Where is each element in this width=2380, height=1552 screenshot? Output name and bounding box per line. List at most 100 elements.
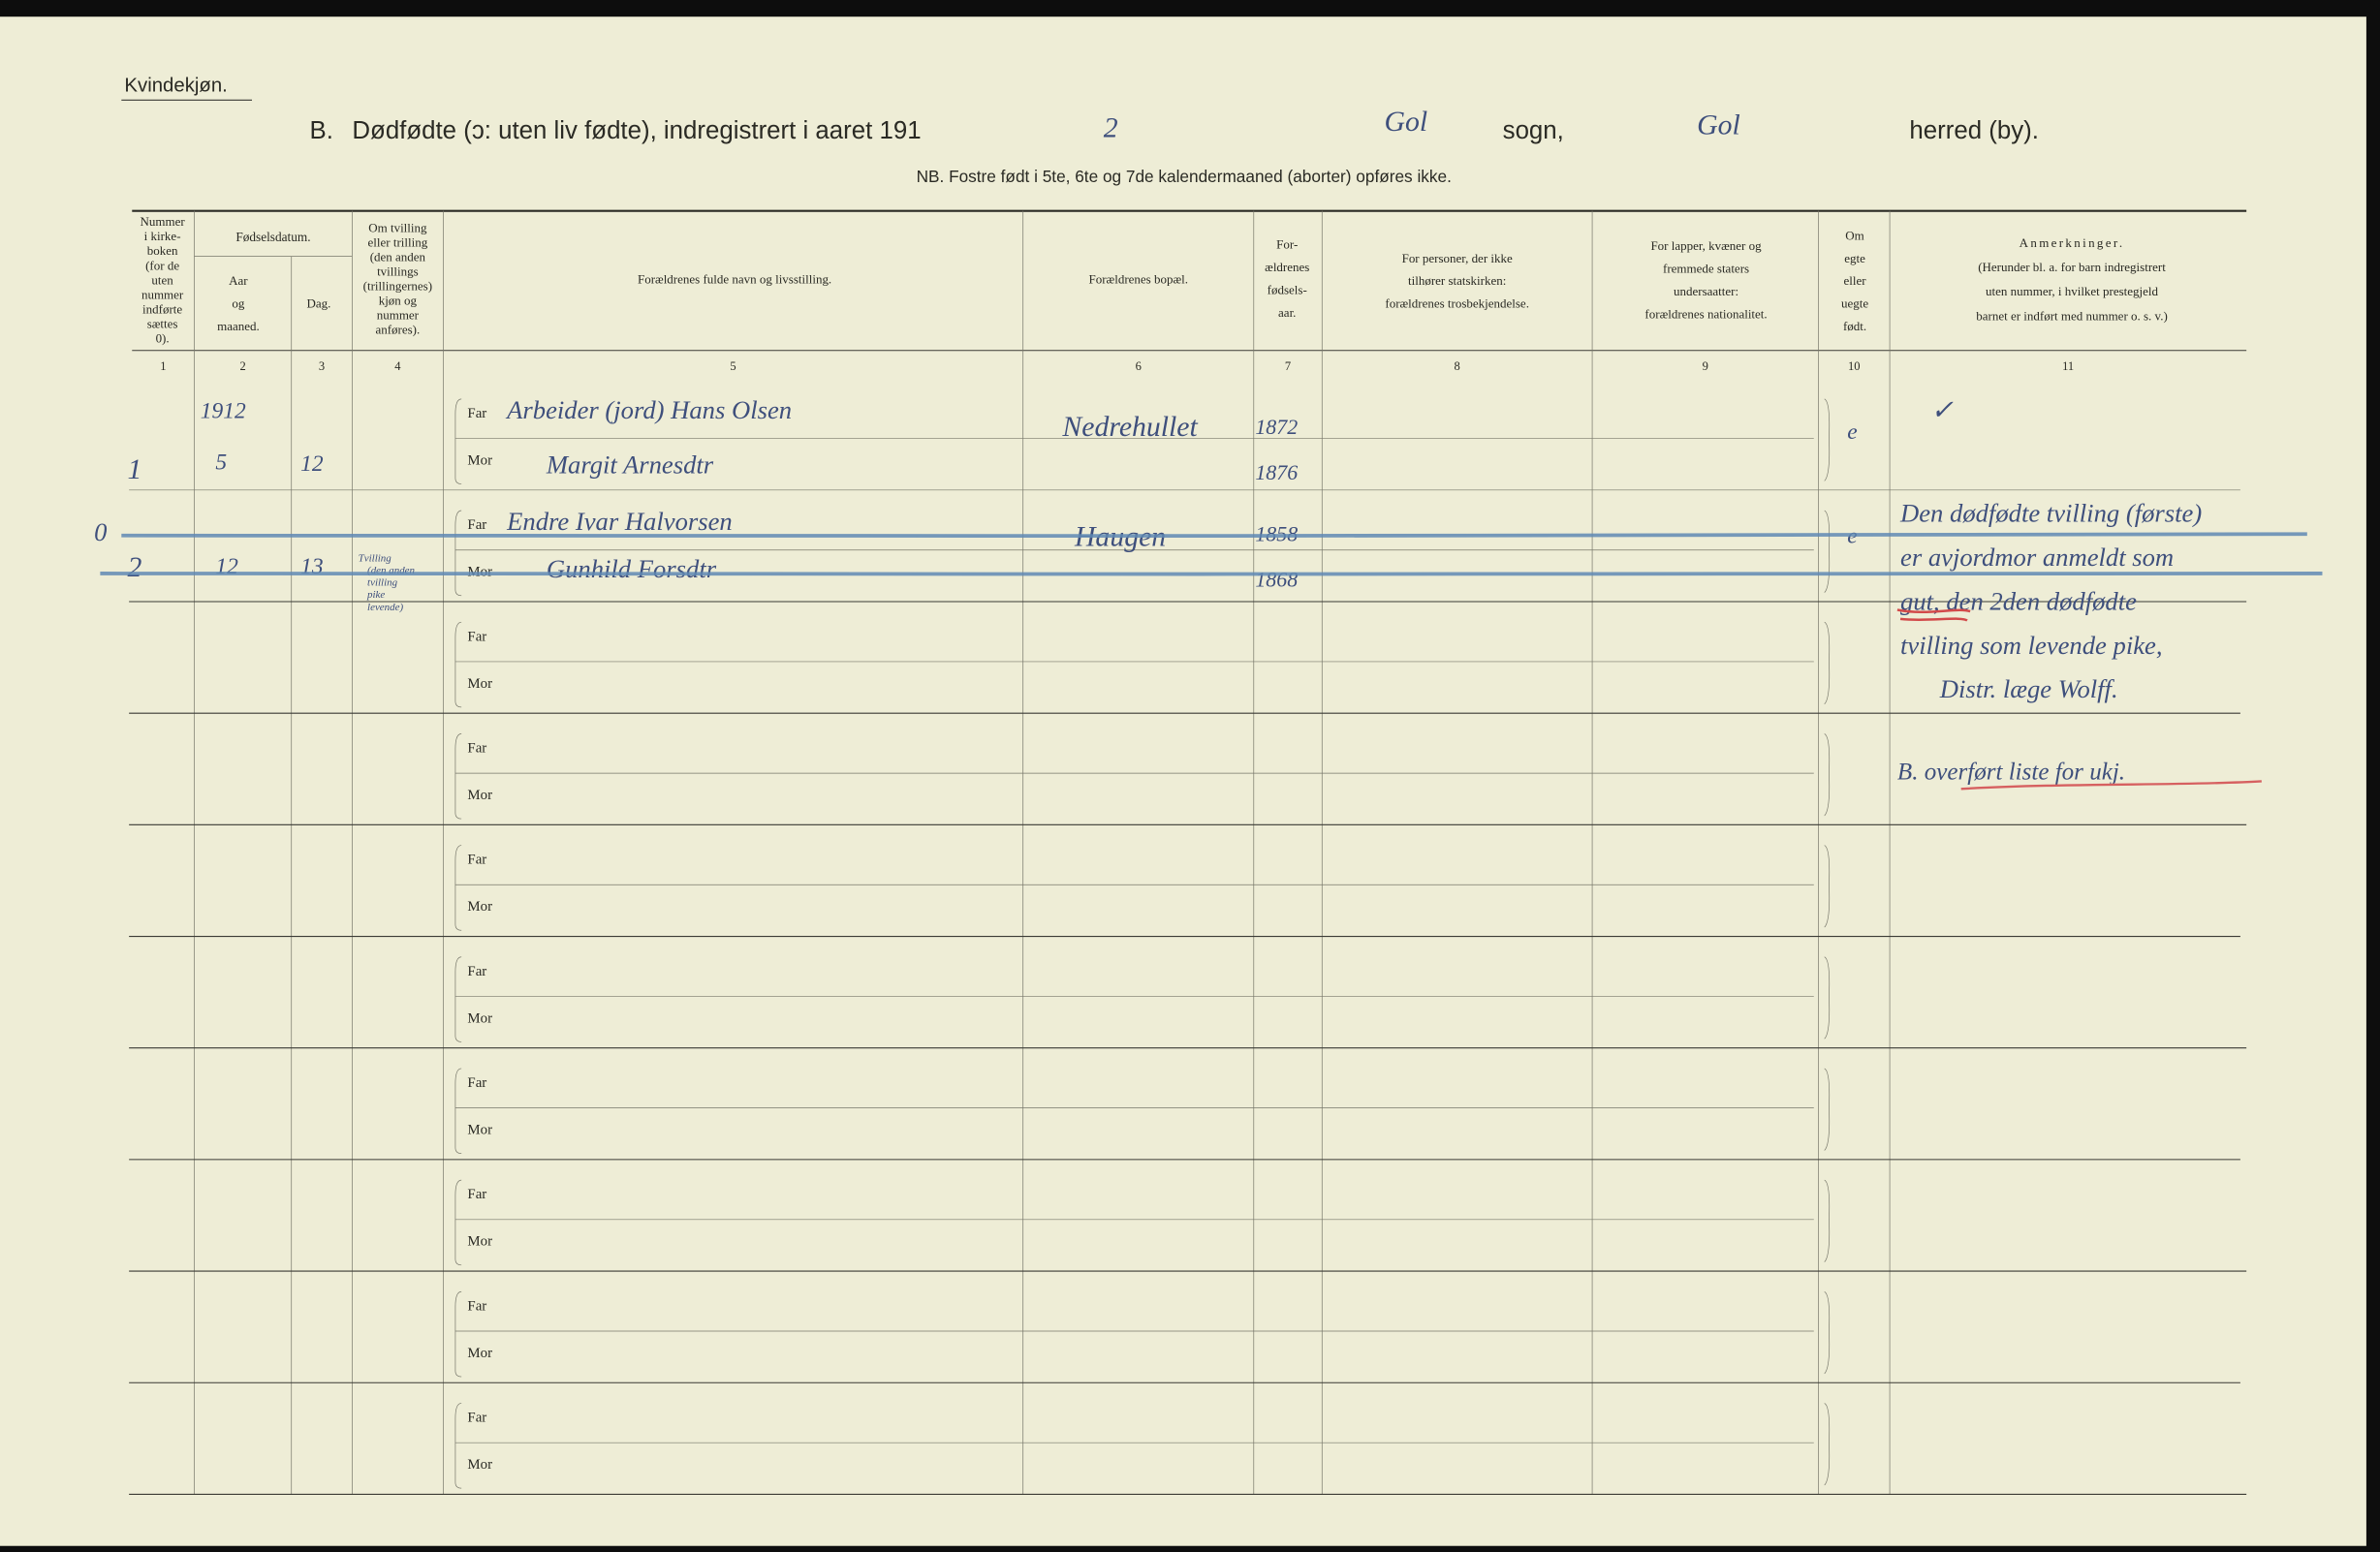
strike bbox=[121, 532, 2307, 539]
twin-note: (den anden bbox=[367, 565, 415, 576]
remark: er avjordmor anmeldt som bbox=[1900, 543, 2174, 572]
mor-label: Mor bbox=[467, 1123, 492, 1138]
twin-note: levende) bbox=[367, 602, 403, 613]
column-header: (for de bbox=[145, 258, 179, 272]
father-name: Arbeider (jord) Hans Olsen bbox=[505, 395, 792, 424]
birth-day: 13 bbox=[300, 554, 323, 579]
column-group: Fødselsdatum. bbox=[235, 230, 310, 244]
column-number: 8 bbox=[1455, 359, 1460, 373]
mother-born: 1876 bbox=[1255, 460, 1298, 484]
column-number: 5 bbox=[730, 359, 736, 373]
brace bbox=[1824, 1179, 1831, 1262]
district-label: herred (by). bbox=[1909, 117, 2039, 144]
column-header: (trillingernes) bbox=[363, 279, 432, 294]
column-header: indførte bbox=[142, 301, 182, 316]
entry-number: 2 bbox=[128, 551, 142, 583]
column-header: (Herunder bl. a. for barn indregistrert bbox=[1978, 260, 2166, 274]
column-header: forældrenes nationalitet. bbox=[1644, 307, 1767, 322]
brace bbox=[1824, 1068, 1831, 1151]
column-header: Nummer bbox=[141, 214, 186, 229]
far-label: Far bbox=[467, 629, 486, 644]
column-header: For personer, der ikke bbox=[1402, 251, 1513, 265]
column-header: forældrenes trosbekjendelse. bbox=[1385, 296, 1529, 311]
margin-mark: 0 bbox=[94, 517, 107, 546]
column-header: kjøn og bbox=[379, 294, 418, 308]
birth-day: 12 bbox=[300, 451, 324, 477]
brace bbox=[1824, 621, 1831, 705]
column-header: anføres). bbox=[375, 323, 420, 337]
birth-year: 1912 bbox=[201, 398, 246, 423]
title-prefix: B. bbox=[310, 117, 333, 144]
column-number: 10 bbox=[1848, 359, 1861, 373]
strike bbox=[100, 571, 2323, 577]
column-header: barnet er indført med nummer o. s. v.) bbox=[1976, 308, 2168, 323]
column-header: og bbox=[232, 296, 244, 311]
parish-handwritten: Gol bbox=[1384, 106, 1427, 138]
brace bbox=[454, 733, 462, 820]
twin-note: Tvilling bbox=[359, 553, 392, 565]
column-header: 0). bbox=[156, 330, 170, 345]
twin-note: pike bbox=[366, 589, 385, 601]
far-label: Far bbox=[467, 517, 486, 533]
column-number: 9 bbox=[1703, 359, 1708, 373]
column-header: boken bbox=[147, 243, 178, 258]
column-header: For lapper, kvæner og bbox=[1650, 238, 1762, 253]
father-born: 1872 bbox=[1255, 415, 1298, 439]
column-header: født. bbox=[1843, 319, 1866, 333]
mor-label: Mor bbox=[467, 1346, 492, 1361]
corner-label: Kvindekjøn. bbox=[124, 76, 227, 97]
parish-label: sogn, bbox=[1503, 117, 1564, 144]
remark-note: B. overført liste for ukj. bbox=[1897, 759, 2125, 785]
brace bbox=[1824, 510, 1831, 593]
brace bbox=[454, 1068, 462, 1154]
column-header: Aar bbox=[229, 273, 248, 288]
brace bbox=[454, 621, 462, 708]
red-underline bbox=[1896, 608, 1971, 622]
brace bbox=[1824, 733, 1831, 817]
column-header: eller bbox=[1844, 273, 1867, 288]
column-header: nummer bbox=[377, 308, 420, 323]
mor-label: Mor bbox=[467, 788, 492, 803]
column-number: 3 bbox=[319, 359, 325, 373]
mor-label: Mor bbox=[467, 1457, 492, 1473]
entry-number: 1 bbox=[128, 453, 142, 485]
column-header: Anmerkninger. bbox=[2020, 235, 2125, 250]
column-header: Dag. bbox=[306, 296, 330, 311]
column-header: egte bbox=[1844, 251, 1865, 265]
column-header: Forældrenes bopæl. bbox=[1089, 272, 1188, 287]
column-header: undersaatter: bbox=[1674, 284, 1738, 298]
column-header: (den anden bbox=[370, 250, 426, 264]
column-number: 11 bbox=[2062, 359, 2074, 373]
column-header: ældrenes bbox=[1265, 260, 1309, 274]
column-number: 1 bbox=[160, 359, 166, 373]
far-label: Far bbox=[467, 1187, 486, 1202]
remark: Distr. læge Wolff. bbox=[1939, 674, 2118, 703]
twin-note: tvilling bbox=[367, 577, 398, 589]
mother-born: 1868 bbox=[1255, 568, 1298, 592]
far-label: Far bbox=[467, 1075, 486, 1091]
brace bbox=[454, 510, 462, 597]
legitimate: e bbox=[1847, 419, 1857, 445]
remark: ✓ bbox=[1930, 395, 1954, 425]
mor-label: Mor bbox=[467, 676, 492, 692]
remark: Den dødfødte tvilling (første) bbox=[1899, 499, 2202, 528]
paper bbox=[0, 16, 2366, 1546]
column-header: tvillings bbox=[377, 264, 419, 279]
residence: Nedrehullet bbox=[1061, 411, 1198, 443]
column-header: Forældrenes fulde navn og livsstilling. bbox=[638, 272, 831, 287]
brace bbox=[1824, 1290, 1831, 1375]
remark: tvilling som levende pike, bbox=[1900, 631, 2162, 660]
column-header: uegte bbox=[1841, 296, 1868, 311]
column-header: uten bbox=[151, 272, 173, 287]
mor-label: Mor bbox=[467, 452, 492, 468]
far-label: Far bbox=[467, 964, 486, 979]
far-label: Far bbox=[467, 1298, 486, 1314]
column-header: nummer bbox=[141, 287, 184, 301]
mother-name: Margit Arnesdtr bbox=[546, 450, 714, 479]
birth-month: 5 bbox=[215, 450, 227, 476]
mor-label: Mor bbox=[467, 1234, 492, 1250]
year-handwritten: 2 bbox=[1104, 112, 1118, 144]
column-number: 2 bbox=[239, 359, 245, 373]
column-header: fremmede staters bbox=[1663, 262, 1749, 276]
